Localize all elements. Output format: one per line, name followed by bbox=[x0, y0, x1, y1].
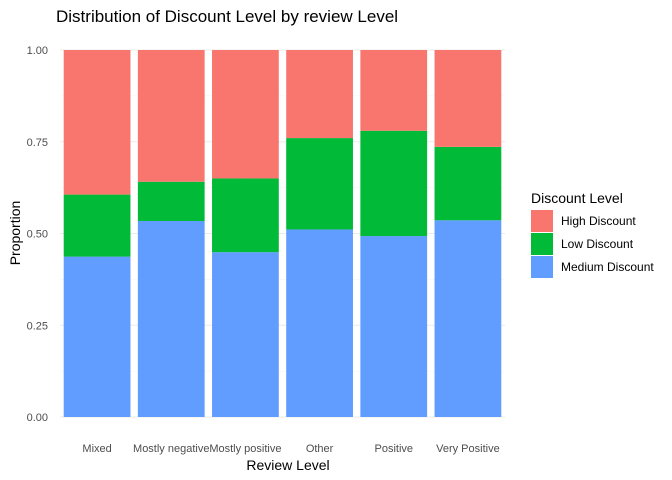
bar-low-discount-positive bbox=[360, 130, 428, 237]
legend-key bbox=[531, 233, 553, 255]
bar-medium-discount-mostly-positive bbox=[212, 252, 279, 417]
legend-label: Low Discount bbox=[561, 237, 634, 251]
bar-low-discount-mostly-negative bbox=[137, 181, 205, 222]
legend-key bbox=[531, 256, 553, 278]
bar-high-discount-other bbox=[286, 50, 353, 139]
x-tick-label: Very Positive bbox=[436, 443, 500, 455]
chart-title: Distribution of Discount Level by review… bbox=[56, 7, 398, 26]
bar-high-discount-positive bbox=[360, 50, 428, 131]
legend-label: High Discount bbox=[561, 214, 636, 228]
x-tick-label: Mostly positive bbox=[209, 443, 281, 455]
x-tick-label: Mostly negative bbox=[133, 443, 209, 455]
bar-high-discount-mostly-negative bbox=[137, 50, 205, 182]
y-tick-label: 0.50 bbox=[27, 229, 48, 241]
y-tick-label: 0.25 bbox=[27, 320, 48, 332]
bar-high-discount-mixed bbox=[63, 50, 131, 195]
y-tick-label: 1.00 bbox=[27, 45, 48, 57]
bar-medium-discount-mixed bbox=[63, 256, 131, 417]
x-tick-label: Mixed bbox=[82, 443, 111, 455]
bar-medium-discount-very-positive bbox=[434, 220, 502, 417]
y-tick-label: 0.00 bbox=[27, 412, 48, 424]
legend-label: Medium Discount bbox=[561, 260, 654, 274]
y-axis-title: Proportion bbox=[7, 201, 23, 266]
bars bbox=[63, 50, 502, 417]
bar-medium-discount-other bbox=[286, 229, 353, 417]
bar-medium-discount-positive bbox=[360, 236, 428, 417]
bar-low-discount-mostly-positive bbox=[212, 178, 279, 253]
bar-low-discount-other bbox=[286, 138, 353, 230]
legend-title: Discount Level bbox=[531, 190, 623, 206]
x-tick-label: Positive bbox=[374, 443, 413, 455]
bar-low-discount-very-positive bbox=[434, 146, 502, 221]
legend: Discount Level High Discount Low Discount… bbox=[531, 190, 654, 278]
y-axis-ticks: 0.00 0.25 0.50 0.75 1.00 bbox=[27, 45, 48, 424]
y-tick-label: 0.75 bbox=[27, 137, 48, 149]
bar-low-discount-mixed bbox=[63, 194, 131, 257]
bar-high-discount-mostly-positive bbox=[212, 50, 279, 179]
bar-medium-discount-mostly-negative bbox=[137, 221, 205, 417]
x-axis-title: Review Level bbox=[246, 457, 329, 473]
x-tick-label: Other bbox=[306, 443, 334, 455]
bar-high-discount-very-positive bbox=[434, 50, 502, 147]
x-axis-ticks: Mixed Mostly negative Mostly positive Other… bbox=[82, 443, 499, 455]
legend-key bbox=[531, 210, 553, 232]
